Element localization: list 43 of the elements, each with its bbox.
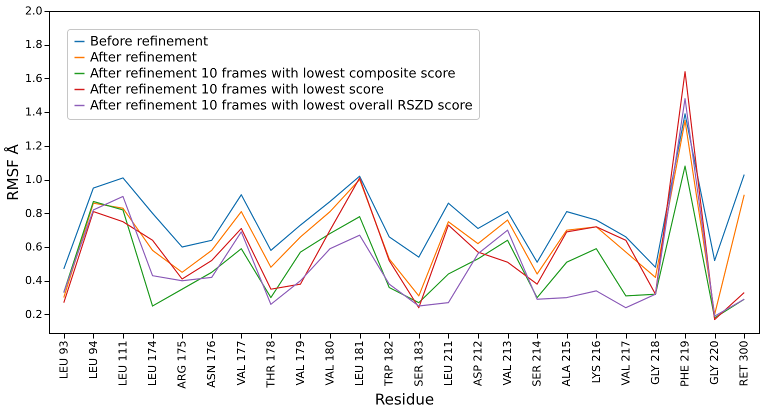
- legend-label: After refinement: [90, 50, 197, 66]
- y-tick-label: 2.0: [25, 4, 42, 18]
- y-tick-label: 0.6: [25, 240, 42, 254]
- y-tick-label: 0.4: [25, 274, 42, 288]
- x-tick-label: LEU 93: [57, 340, 70, 380]
- x-tick-label: TRP 182: [382, 340, 396, 387]
- y-tick-label: 1.4: [25, 106, 42, 119]
- x-tick-label: LEU 211: [442, 340, 455, 386]
- y-tick-label: 0.2: [25, 308, 42, 321]
- x-tick-label: LEU 174: [146, 340, 160, 386]
- x-tick-label: LEU 111: [116, 340, 130, 386]
- x-tick-label: ASN 176: [205, 340, 218, 388]
- legend-label: After refinement 10 frames with lowest composite score: [90, 66, 456, 82]
- y-tick-label: 1.8: [25, 38, 42, 52]
- x-tick-label: RET 300: [738, 340, 751, 386]
- y-tick-label: 1.6: [25, 72, 42, 85]
- y-tick-label: 1.2: [25, 139, 42, 152]
- x-tick-label: SER 183: [412, 340, 426, 387]
- legend-label: Before refinement: [90, 34, 208, 50]
- y-axis-title: RMSF Å: [4, 143, 22, 201]
- legend-label: After refinement 10 frames with lowest overall RSZD score: [90, 98, 473, 114]
- x-tick-label: GLY 218: [648, 340, 662, 385]
- x-tick-label: LYS 216: [590, 340, 603, 384]
- legend-label: After refinement 10 frames with lowest score: [90, 82, 384, 98]
- x-tick-label: PHE 219: [678, 340, 692, 387]
- line-series: [63, 166, 745, 318]
- x-tick-label: THR 178: [264, 340, 278, 389]
- x-tick-label: GLY 220: [708, 340, 722, 385]
- x-tick-label: ARG 175: [176, 340, 189, 389]
- x-tick-label: VAL 177: [234, 340, 248, 386]
- x-tick-label: SER 214: [530, 340, 544, 387]
- y-tick-label: 0.8: [25, 206, 42, 220]
- x-tick-label: VAL 213: [501, 340, 514, 386]
- x-tick-label: ASP 212: [471, 340, 484, 386]
- y-tick-label: 1.0: [25, 173, 42, 186]
- x-tick-label: VAL 217: [619, 340, 632, 386]
- x-tick-label: LEU 94: [86, 340, 100, 380]
- line-series: [63, 113, 745, 270]
- x-tick-label: VAL 179: [294, 340, 307, 386]
- x-tick-label: ALA 215: [560, 340, 574, 386]
- x-tick-label: VAL 180: [324, 340, 337, 386]
- x-tick-label: LEU 181: [353, 340, 366, 386]
- x-axis-title: Residue: [374, 390, 434, 409]
